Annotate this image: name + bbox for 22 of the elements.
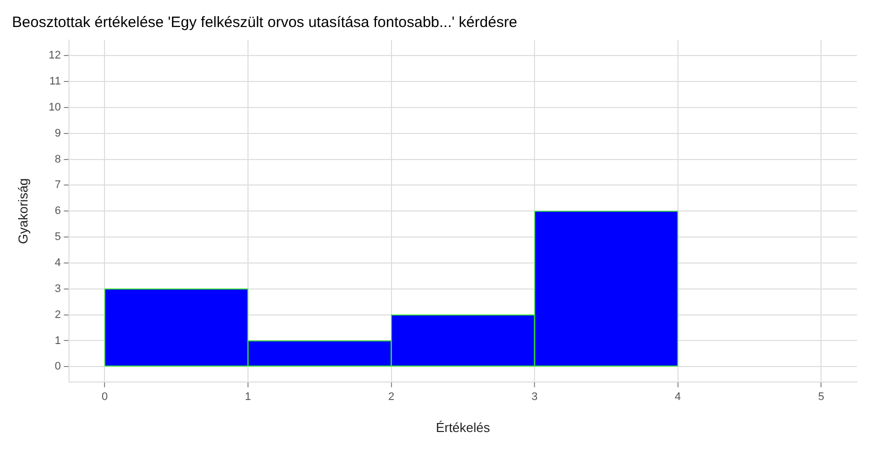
x-axis-title: Értékelés — [436, 420, 491, 435]
x-tick-label: 3 — [532, 390, 538, 403]
x-tick-label: 5 — [818, 390, 824, 403]
y-tick-label: 6 — [54, 205, 61, 218]
x-tick-label: 1 — [244, 390, 252, 403]
y-tick-label: 10 — [48, 101, 61, 114]
x-tick-label: 0 — [102, 390, 108, 403]
y-tick-label: 8 — [54, 153, 61, 166]
y-tick-label: 7 — [54, 179, 61, 192]
x-tick-label: 2 — [388, 390, 394, 403]
y-tick-label: 3 — [54, 282, 61, 295]
x-tick-label: 4 — [674, 390, 681, 403]
y-tick-label: 0 — [54, 360, 61, 373]
y-tick-label: 5 — [54, 231, 61, 244]
y-tick-label: 2 — [54, 308, 61, 321]
y-tick-label: 11 — [49, 76, 61, 88]
y-tick-label: 1 — [54, 334, 61, 347]
y-tick-label: 12 — [48, 50, 61, 62]
y-tick-label: 9 — [54, 127, 61, 140]
y-tick-label: 4 — [54, 256, 61, 269]
chart-title: Beosztottak értékelése 'Egy felkészült orvos utasítása fontosabb...' kérdésre — [12, 14, 518, 32]
y-axis-title: Gyakoriság — [15, 178, 30, 244]
